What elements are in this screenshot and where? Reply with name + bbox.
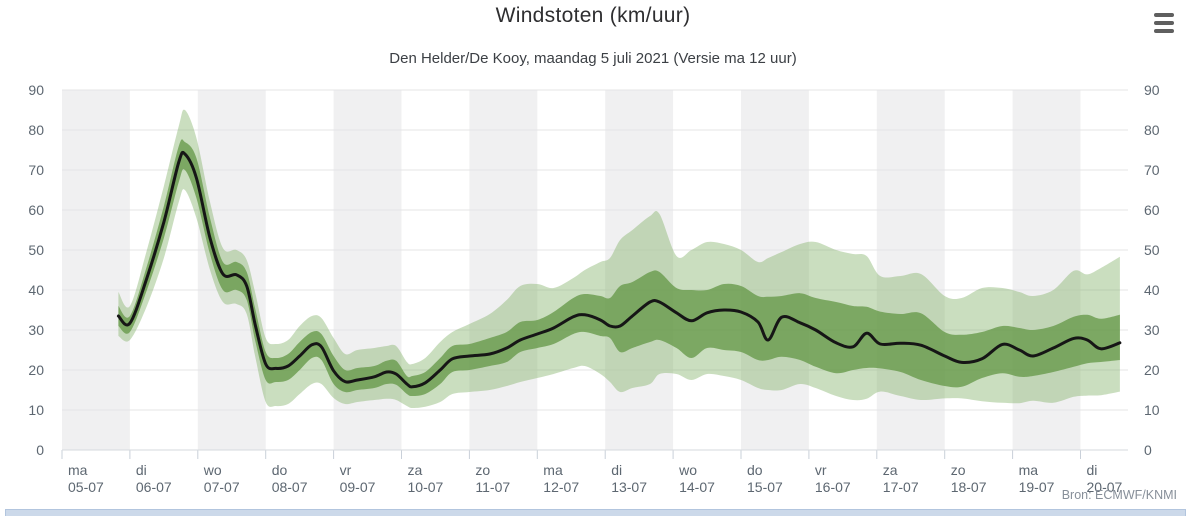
day-background-bands — [62, 90, 1081, 450]
y-axis-label: 50 — [1144, 242, 1160, 258]
y-axis-label: 90 — [28, 82, 44, 98]
x-axis-weekday: wo — [678, 462, 697, 478]
x-axis-weekday: do — [272, 462, 288, 478]
hamburger-icon — [1154, 21, 1174, 25]
y-axis-label: 70 — [28, 162, 44, 178]
y-axis-label: 30 — [1144, 322, 1160, 338]
horizontal-scrollbar[interactable] — [5, 509, 1186, 516]
x-axis-date: 09-07 — [340, 479, 376, 495]
x-axis-weekday: do — [747, 462, 763, 478]
x-axis-weekday: di — [611, 462, 622, 478]
day-band — [469, 90, 538, 450]
y-axis-label: 30 — [28, 322, 44, 338]
y-axis-label: 90 — [1144, 82, 1160, 98]
page-title: Windstoten (km/uur) — [495, 4, 691, 27]
y-axis-label: 60 — [1144, 202, 1160, 218]
x-axis-weekday: vr — [815, 462, 827, 478]
x-axis-date: 07-07 — [204, 479, 240, 495]
x-axis-weekday: za — [883, 462, 898, 478]
x-axis-date: 11-07 — [475, 479, 510, 495]
x-axis-date: 10-07 — [408, 479, 444, 495]
y-axis-label: 10 — [28, 402, 44, 418]
y-axis-label: 20 — [1144, 362, 1160, 378]
x-axis-weekday: di — [136, 462, 147, 478]
x-axis-date: 06-07 — [136, 479, 172, 495]
x-axis-weekday: vr — [340, 462, 352, 478]
x-axis-weekday: wo — [203, 462, 222, 478]
x-axis-date: 14-07 — [679, 479, 715, 495]
x-axis-date: 19-07 — [1019, 479, 1055, 495]
y-axis-label: 60 — [28, 202, 44, 218]
x-axis-date: 05-07 — [68, 479, 104, 495]
y-axis-label: 80 — [1144, 122, 1160, 138]
day-ticks — [61, 450, 1081, 459]
x-axis-date: 08-07 — [272, 479, 308, 495]
day-band — [876, 90, 945, 450]
y-axis-label: 40 — [28, 282, 44, 298]
y-axis-label: 0 — [36, 442, 44, 458]
x-axis-date: 12-07 — [543, 479, 579, 495]
inner-ensemble-band — [118, 139, 1120, 396]
x-axis-weekday: ma — [543, 462, 563, 478]
y-axis-label: 20 — [28, 362, 44, 378]
menu-button[interactable] — [1151, 11, 1177, 35]
y-axis-label: 50 — [28, 242, 44, 258]
x-axis-date: 18-07 — [951, 479, 987, 495]
median-line — [116, 150, 1122, 389]
x-axis-weekday: za — [408, 462, 423, 478]
day-band — [1012, 90, 1081, 450]
x-axis-weekday: zo — [475, 462, 490, 478]
wind-gust-plume-chart: 0 0 10 10 20 20 30 30 40 40 50 50 60 60 70 70 80 80 90 90 ma… — [28, 82, 1159, 495]
x-axis-labels: ma05-07di06-07wo07-07do08-07vr09-07za10-… — [68, 462, 1123, 495]
y-axis-label: 40 — [1144, 282, 1160, 298]
y-axis-label: 80 — [28, 122, 44, 138]
hamburger-icon — [1154, 13, 1174, 17]
x-axis-date: 13-07 — [611, 479, 647, 495]
day-band — [62, 90, 130, 450]
x-axis-date: 17-07 — [883, 479, 919, 495]
day-band — [605, 90, 674, 450]
source-credit: Bron: ECMWF/KNMI — [1061, 488, 1177, 502]
x-axis-date: 20-07 — [1087, 479, 1123, 495]
y-axis-label: 70 — [1144, 162, 1160, 178]
x-axis-weekday: ma — [68, 462, 88, 478]
y-axis-label: 10 — [1144, 402, 1160, 418]
y-axis-labels: 0 0 10 10 20 20 30 30 40 40 50 50 60 60 70 70 80 80 90 90 — [28, 82, 1159, 458]
hamburger-icon — [1154, 29, 1174, 33]
x-axis-date: 16-07 — [815, 479, 851, 495]
x-axis-weekday: di — [1087, 462, 1098, 478]
x-axis-weekday: ma — [1019, 462, 1039, 478]
chart-subtitle: Den Helder/De Kooy, maandag 5 juli 2021 … — [389, 50, 797, 67]
day-band — [741, 90, 809, 450]
x-axis-date: 15-07 — [747, 479, 783, 495]
y-axis-label: 0 — [1144, 442, 1152, 458]
x-axis-weekday: zo — [951, 462, 966, 478]
